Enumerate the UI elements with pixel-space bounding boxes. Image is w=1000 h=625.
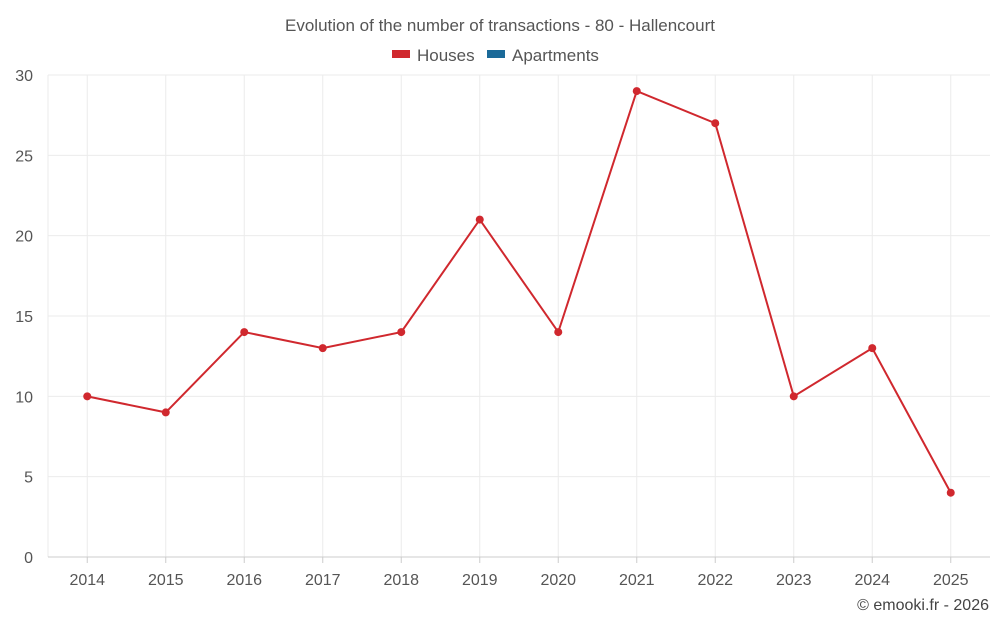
data-point-2022[interactable] (711, 119, 720, 128)
legend-swatch-houses (392, 50, 410, 58)
data-point-2019[interactable] (475, 215, 484, 224)
y-tick-label: 5 (24, 470, 33, 487)
data-point-2016[interactable] (240, 328, 249, 337)
legend-swatch-apartments (487, 50, 505, 58)
x-tick-label: 2024 (854, 572, 890, 589)
legend-item-apartments[interactable]: Apartments (487, 46, 599, 65)
x-tick-label: 2014 (69, 572, 105, 589)
series-houses (83, 87, 955, 497)
legend-label-apartments: Apartments (512, 46, 599, 65)
x-tick-label: 2016 (226, 572, 262, 589)
x-tick-label: 2022 (697, 572, 733, 589)
data-point-2017[interactable] (318, 344, 327, 353)
legend: Houses Apartments (392, 46, 599, 65)
y-tick-label: 10 (15, 389, 33, 406)
data-point-2014[interactable] (83, 392, 92, 401)
grid (47, 74, 990, 557)
y-tick-label: 30 (15, 68, 33, 85)
data-point-2024[interactable] (868, 344, 877, 353)
x-tick-label: 2015 (148, 572, 184, 589)
data-point-2025[interactable] (946, 488, 955, 497)
x-tick-label: 2025 (933, 572, 969, 589)
series-line-houses (87, 89, 952, 494)
x-tick-label: 2019 (462, 572, 498, 589)
x-tick-label: 2023 (776, 572, 812, 589)
legend-label-houses: Houses (417, 46, 475, 65)
data-point-2020[interactable] (554, 328, 563, 337)
y-tick-label: 15 (15, 309, 33, 326)
data-point-2018[interactable] (397, 328, 406, 337)
y-tick-label: 0 (24, 550, 33, 567)
x-tick-label: 2018 (383, 572, 419, 589)
x-tick-label: 2021 (619, 572, 655, 589)
y-tick-label: 20 (15, 229, 33, 246)
legend-item-houses[interactable]: Houses (392, 46, 475, 65)
credit-text: © emooki.fr - 2026 (857, 597, 989, 614)
y-tick-label: 25 (15, 148, 33, 165)
data-point-2015[interactable] (161, 408, 170, 417)
data-point-2021[interactable] (632, 87, 641, 96)
x-tick-label: 2020 (540, 572, 576, 589)
data-point-2023[interactable] (789, 392, 798, 401)
chart-title: Evolution of the number of transactions … (285, 16, 715, 35)
x-tick-label: 2017 (305, 572, 341, 589)
